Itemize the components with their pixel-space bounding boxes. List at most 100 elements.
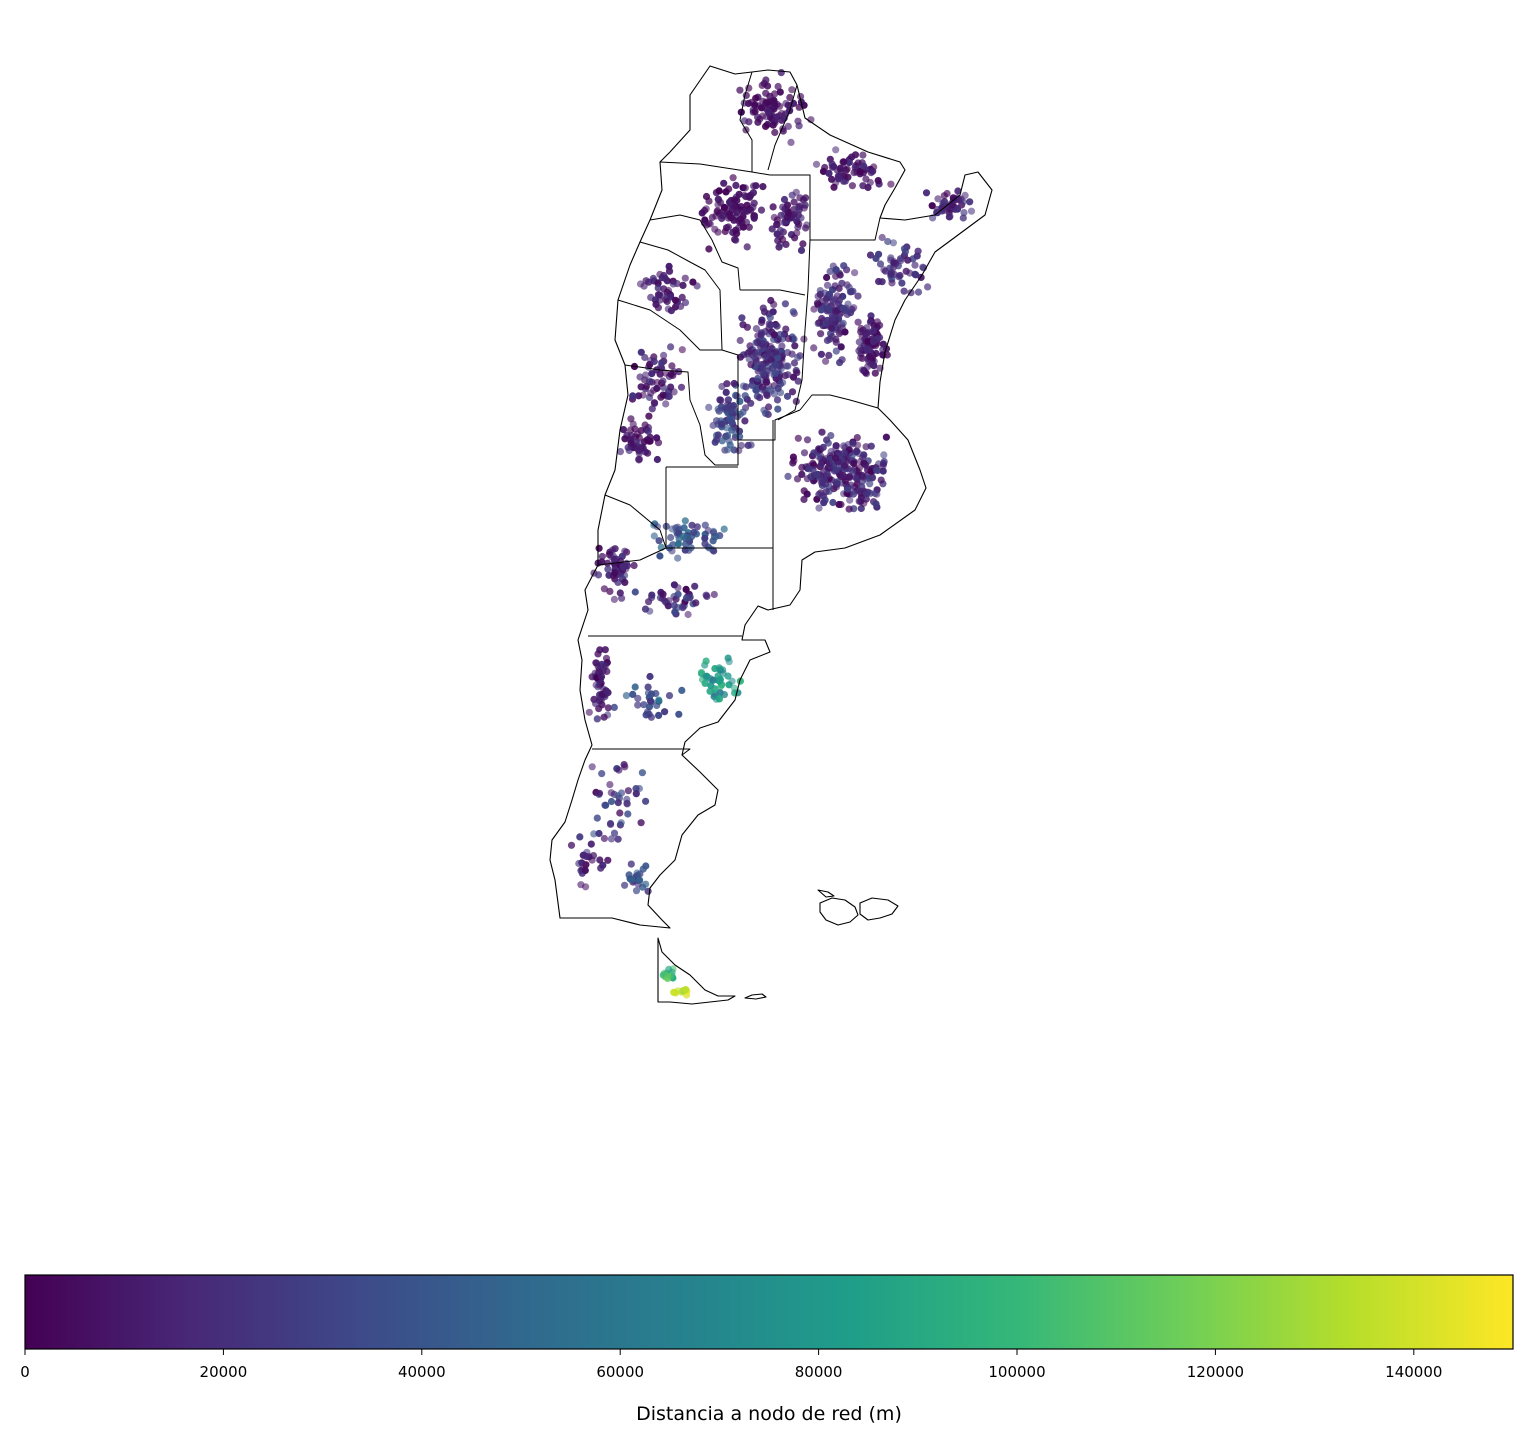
settlement-point (862, 175, 870, 183)
settlement-point (795, 103, 803, 111)
settlement-point (610, 703, 618, 712)
settlement-point (787, 138, 795, 146)
settlement-point (817, 461, 825, 469)
settlement-point (924, 283, 932, 291)
settlement-point (828, 175, 836, 183)
settlement-point (869, 327, 878, 335)
settlement-point (624, 787, 633, 795)
settlement-point (736, 86, 744, 94)
settlement-point (620, 761, 628, 769)
settlement-point (890, 258, 898, 266)
colorbar-ticks: 0 20000 40000 60000 80000 100000 120000 140000 (20, 1349, 1442, 1381)
settlement-point (879, 467, 887, 475)
settlement-point (690, 528, 698, 537)
settlement-point (667, 972, 675, 980)
settlement-point (849, 467, 857, 475)
settlement-point (652, 300, 660, 308)
settlement-point (743, 207, 751, 216)
settlement-point (636, 373, 644, 381)
settlement-point (738, 314, 746, 322)
settlement-point (636, 280, 645, 288)
settlement-point (653, 523, 662, 531)
colorbar-tick-label: 60000 (596, 1363, 644, 1381)
settlement-point (659, 590, 667, 598)
settlement-point (747, 361, 755, 369)
settlement-point (745, 355, 753, 363)
settlement-point (730, 402, 738, 410)
settlement-point (730, 203, 738, 211)
settlement-point (703, 672, 711, 680)
settlement-point (741, 417, 749, 425)
settlement-point (702, 192, 711, 201)
settlement-point (587, 840, 595, 848)
settlement-point (646, 697, 655, 705)
settlement-point (817, 306, 825, 314)
settlement-point (835, 500, 843, 509)
settlement-point (597, 864, 605, 872)
settlement-point (691, 582, 699, 590)
settlement-point (618, 594, 626, 602)
settlement-point (829, 498, 837, 507)
settlement-point (724, 223, 733, 231)
settlement-point (765, 403, 773, 411)
settlement-point (624, 810, 632, 818)
settlement-point (854, 318, 862, 326)
settlement-point (788, 86, 796, 94)
isla-de-los-estados-outline (744, 993, 767, 1000)
province-borders (588, 71, 881, 756)
settlement-point (877, 476, 885, 484)
settlement-point (674, 554, 682, 562)
settlement-point (781, 300, 790, 308)
settlement-point (611, 569, 619, 577)
settlement-point (821, 163, 829, 172)
settlement-point (665, 267, 674, 275)
settlement-point (819, 443, 827, 451)
settlement-point (784, 371, 792, 379)
settlement-point (689, 278, 697, 286)
settlement-point (730, 379, 738, 388)
settlement-point (749, 203, 757, 211)
settlement-point (867, 169, 875, 177)
settlement-point (766, 342, 775, 350)
settlement-point (640, 701, 648, 709)
settlement-point (670, 581, 679, 589)
settlement-point (848, 182, 857, 190)
settlement-point (788, 350, 796, 358)
settlement-point (812, 160, 821, 168)
settlement-point (774, 82, 782, 91)
settlement-point (766, 385, 775, 394)
settlement-point (722, 388, 730, 396)
settlement-point (715, 187, 723, 195)
settlement-point (882, 433, 891, 441)
settlement-point (743, 323, 752, 331)
settlement-point (773, 230, 781, 238)
settlement-point (754, 374, 762, 383)
settlement-points (567, 69, 976, 999)
settlement-point (807, 116, 815, 124)
settlement-point (769, 121, 777, 129)
settlement-point (712, 212, 720, 220)
settlement-point (674, 987, 682, 995)
settlement-point (627, 415, 635, 423)
settlement-point (630, 561, 638, 570)
settlement-point (889, 239, 898, 247)
settlement-point (660, 969, 669, 977)
settlement-point (948, 201, 956, 209)
settlement-point (644, 683, 652, 691)
settlement-point (645, 278, 653, 286)
settlement-point (622, 692, 631, 700)
settlement-point (825, 305, 833, 313)
settlement-point (733, 392, 741, 400)
settlement-point (715, 677, 724, 685)
settlement-point (614, 799, 622, 807)
settlement-point (643, 708, 652, 716)
settlement-point (678, 293, 686, 301)
settlement-point (820, 476, 829, 484)
settlement-point (743, 201, 751, 210)
settlement-point (665, 692, 674, 700)
settlement-point (625, 871, 633, 879)
settlement-point (911, 270, 919, 278)
settlement-point (736, 353, 745, 361)
settlement-point (701, 534, 709, 542)
settlement-point (692, 599, 700, 607)
